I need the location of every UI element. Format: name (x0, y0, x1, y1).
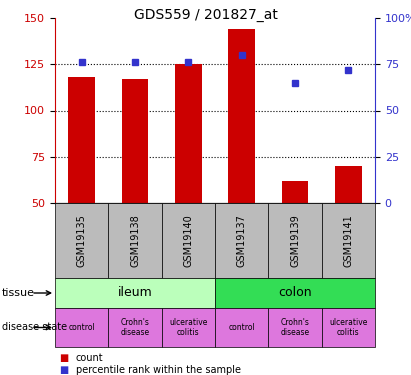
Text: GSM19135: GSM19135 (77, 214, 87, 267)
Bar (162, 308, 215, 347)
Bar (175, 64, 202, 203)
Text: ■: ■ (59, 353, 68, 363)
Bar (55, 308, 109, 347)
Bar (215, 308, 268, 347)
Text: Crohn's
disease: Crohn's disease (280, 318, 309, 337)
Text: ileum: ileum (118, 286, 152, 300)
Text: GSM19140: GSM19140 (183, 214, 193, 267)
Bar (322, 308, 375, 347)
Text: ■: ■ (59, 365, 68, 375)
Text: GDS559 / 201827_at: GDS559 / 201827_at (134, 8, 277, 22)
Text: colon: colon (278, 286, 312, 300)
Bar (268, 203, 322, 278)
Text: GSM19141: GSM19141 (343, 214, 353, 267)
Bar (109, 308, 162, 347)
Text: Crohn's
disease: Crohn's disease (120, 318, 150, 337)
Text: GSM19139: GSM19139 (290, 214, 300, 267)
Text: control: control (228, 323, 255, 332)
Text: GSM19138: GSM19138 (130, 214, 140, 267)
Bar (215, 203, 268, 278)
Text: percentile rank within the sample: percentile rank within the sample (76, 365, 240, 375)
Text: control: control (68, 323, 95, 332)
Bar (268, 308, 322, 347)
Text: ulcerative
colitis: ulcerative colitis (329, 318, 367, 337)
Bar (55, 203, 109, 278)
Bar (282, 181, 308, 203)
Bar (109, 203, 162, 278)
Text: disease state: disease state (2, 322, 67, 333)
Bar (215, 278, 375, 308)
Bar (68, 77, 95, 203)
Bar (322, 203, 375, 278)
Text: tissue: tissue (2, 288, 35, 298)
Bar (162, 203, 215, 278)
Bar (229, 29, 255, 203)
Bar (335, 166, 362, 203)
Text: GSM19137: GSM19137 (237, 214, 247, 267)
Text: count: count (76, 353, 103, 363)
Bar (55, 278, 215, 308)
Text: ulcerative
colitis: ulcerative colitis (169, 318, 208, 337)
Bar (122, 79, 148, 203)
